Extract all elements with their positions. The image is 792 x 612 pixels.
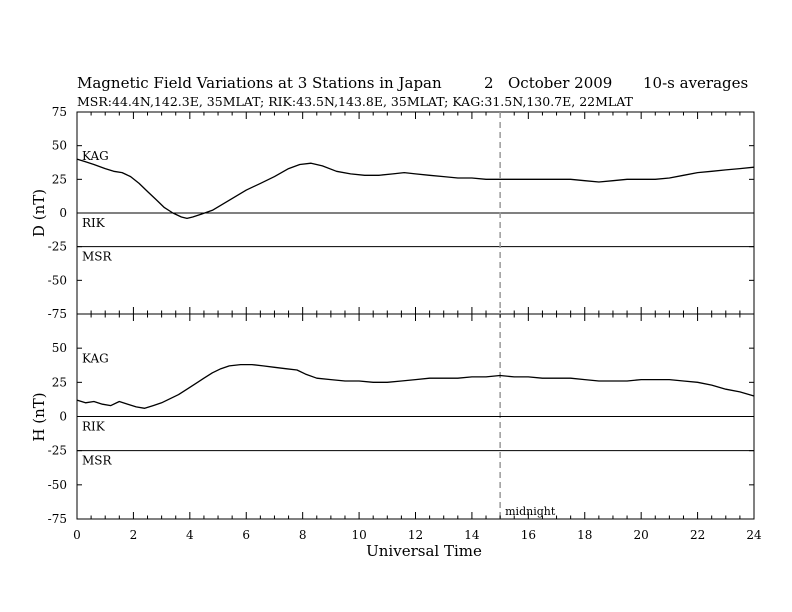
panel-h-ytick-label: 50 (52, 341, 67, 355)
panel-d-ytick-label: -50 (48, 273, 67, 287)
xtick-label: 10 (351, 528, 366, 542)
panel-d-ytick-label: 0 (59, 206, 67, 220)
xtick-label: 4 (186, 528, 194, 542)
panel-d-ytick-label: -75 (48, 307, 67, 321)
panel-h-series-kag (76, 363, 755, 409)
panel-h-ylabel: H (nT) (30, 392, 48, 441)
panel-h-station-label-msr: MSR (82, 454, 113, 468)
panel-d-series-kag (76, 158, 755, 220)
xtick-label: 6 (242, 528, 250, 542)
panel-d-station-label-kag: KAG (82, 149, 109, 163)
panel-d-ylabel: D (nT) (30, 189, 48, 237)
panel-d-ytick-label: 25 (52, 172, 67, 186)
panel-h-ytick-label: 0 (59, 410, 67, 424)
xtick-label: 24 (746, 528, 762, 542)
chart-month-year: October 2009 (508, 74, 612, 92)
x-axis-title: Universal Time (366, 542, 482, 560)
xtick-label: 0 (73, 528, 81, 542)
chart-day: 2 (484, 74, 494, 92)
chart-title: Magnetic Field Variations at 3 Stations … (77, 74, 442, 92)
xtick-label: 20 (634, 528, 649, 542)
panel-d-ytick-label: 75 (52, 105, 67, 119)
panel-h-ytick-label: -50 (48, 478, 67, 492)
xtick-label: 12 (408, 528, 423, 542)
xtick-label: 22 (690, 528, 705, 542)
panel-d-station-label-msr: MSR (82, 250, 113, 264)
panel-d-ytick-label: -25 (48, 240, 67, 254)
panel-h-ytick-label: 25 (52, 375, 67, 389)
xtick-label: 18 (577, 528, 592, 542)
panel-h-ytick-label: -25 (48, 444, 67, 458)
panel-h-ytick-label: -75 (48, 512, 67, 526)
panel-d-ytick-label: 50 (52, 139, 67, 153)
panel-d-layer: 75 50 25 0 -25 -50 -75 KAG RIK MSR (48, 105, 755, 519)
xtick-label: 14 (464, 528, 480, 542)
xtick-label: 2 (130, 528, 138, 542)
xtick-label: 8 (299, 528, 307, 542)
panel-d-station-label-rik: RIK (82, 216, 106, 230)
midnight-label: midnight (505, 505, 556, 518)
chart-averaging: 10-s averages (643, 74, 748, 92)
stations-line: MSR:44.4N,142.3E, 35MLAT; RIK:43.5N,143.… (77, 94, 634, 109)
xtick-label: 16 (521, 528, 536, 542)
panel-h-station-label-rik: RIK (82, 420, 106, 434)
panel-h-station-label-kag: KAG (82, 352, 109, 366)
